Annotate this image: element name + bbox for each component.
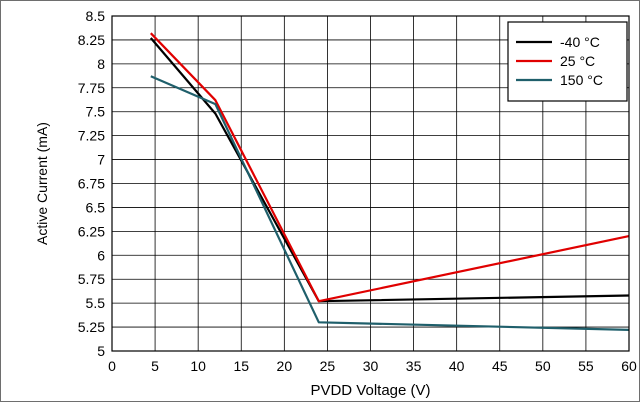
y-tick-label: 8.25 [78, 32, 105, 48]
legend-label: 150 °C [560, 72, 603, 88]
legend-label: -40 °C [560, 34, 600, 50]
x-tick-label: 15 [233, 358, 249, 374]
y-tick-label: 5.5 [86, 295, 106, 311]
x-axis-label: PVDD Voltage (V) [310, 382, 430, 399]
y-tick-label: 6.25 [78, 223, 105, 239]
y-axis-label: Active Current (mA) [34, 122, 50, 245]
y-tick-label: 5.25 [78, 319, 105, 335]
legend-label: 25 °C [560, 53, 595, 69]
x-tick-labels: 0 5 10 15 20 25 30 35 40 45 50 55 60 [108, 358, 637, 374]
series-lines [149, 32, 630, 331]
x-tick-label: 45 [492, 358, 508, 374]
y-tick-label: 5 [97, 343, 105, 359]
x-tick-label: 40 [449, 358, 465, 374]
y-tick-label: 6 [97, 247, 105, 263]
series-line-1 [150, 32, 630, 303]
x-tick-label: 0 [108, 358, 116, 374]
x-tick-label: 25 [320, 358, 336, 374]
y-tick-label: 7 [97, 152, 105, 168]
x-tick-label: 35 [406, 358, 422, 374]
x-tick-label: 20 [277, 358, 293, 374]
x-tick-label: 30 [363, 358, 379, 374]
series-line-0 [149, 37, 630, 303]
legend: -40 °C 25 °C 150 °C [507, 21, 628, 102]
y-tick-labels: 5 5.25 5.5 5.75 6 6.25 6.5 6.75 7 7.25 7.5 7.75 8 8.2… [78, 8, 105, 359]
x-tick-label: 50 [535, 358, 551, 374]
y-tick-label: 7.5 [86, 104, 106, 120]
x-tick-label: 5 [151, 358, 159, 374]
plot-area-border [111, 15, 630, 352]
y-tick-label: 7.75 [78, 80, 105, 96]
y-tick-label: 7.25 [78, 128, 105, 144]
y-tick-label: 8.5 [86, 8, 106, 24]
y-tick-label: 8 [97, 56, 105, 72]
series-line-2 [150, 75, 630, 331]
x-tick-label: 10 [190, 358, 206, 374]
x-tick-label: 55 [578, 358, 594, 374]
y-tick-label: 6.75 [78, 176, 105, 192]
y-tick-label: 6.5 [86, 199, 106, 215]
y-tick-label: 5.75 [78, 271, 105, 287]
x-tick-label: 60 [621, 358, 637, 374]
